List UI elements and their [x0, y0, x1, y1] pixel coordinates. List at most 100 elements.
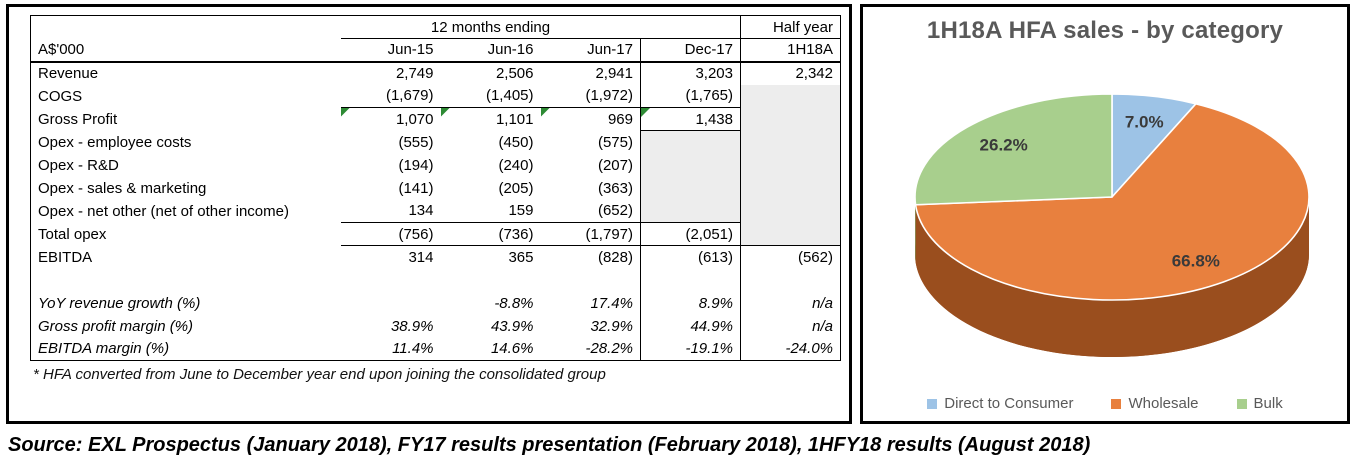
- cell-value: (736): [498, 225, 534, 243]
- cell-value: 32.9%: [590, 317, 633, 335]
- table-cell: [740, 222, 841, 246]
- pie-side-wall: [915, 197, 916, 262]
- table-cell: 2,941: [541, 62, 641, 85]
- cell-value: 969: [607, 110, 633, 128]
- table-cell: [740, 84, 841, 108]
- row-label: Opex - net other (net of other income): [38, 202, 289, 220]
- legend-item: Bulk: [1236, 395, 1283, 412]
- table-cell: (828): [541, 246, 641, 269]
- cell-value: 2,506: [495, 65, 534, 82]
- table-cell: 2,506: [441, 62, 541, 85]
- cell-value: 159: [508, 202, 534, 220]
- legend-item: Wholesale: [1111, 395, 1199, 412]
- table-cell: 969: [540, 108, 641, 131]
- table-cell: (1,405): [440, 84, 541, 108]
- table-cell: 1,438: [640, 107, 741, 131]
- cell-value: (207): [597, 156, 633, 174]
- row-label: Total opex: [38, 225, 107, 243]
- cell-value: 44.9%: [690, 317, 733, 335]
- cell-value: (652): [597, 202, 633, 220]
- row-label: Opex - employee costs: [38, 133, 192, 151]
- pie-slice: [914, 93, 1113, 206]
- empty-cell: [640, 15, 741, 39]
- col-header-jun15: Jun-15: [340, 38, 441, 63]
- table-row-opex-sm: Opex - sales & marketing (141) (205) (363): [31, 176, 841, 200]
- cell-value: n/a: [812, 317, 833, 335]
- table-cell: [740, 130, 841, 154]
- pie-side-wall: [915, 197, 1309, 358]
- table-cell: (240): [441, 154, 541, 177]
- cell-value: -28.2%: [585, 340, 633, 358]
- chart-legend: Direct to Consumer Wholesale Bulk: [863, 395, 1347, 412]
- row-label: Opex - sales & marketing: [38, 179, 207, 197]
- table-row-gross-profit: Gross Profit 1,070 1,101 969 1,438: [31, 107, 841, 131]
- table-row-opex-rd: Opex - R&D (194) (240) (207): [31, 153, 841, 177]
- table-cell: (652): [540, 199, 641, 223]
- cell-value: 134: [408, 202, 434, 220]
- cell-value: 365: [508, 248, 534, 266]
- cell-value: (1,765): [685, 87, 733, 105]
- table-cell: (1,765): [640, 84, 741, 108]
- table-cell: [740, 199, 841, 223]
- row-label: [31, 269, 341, 292]
- table-cell: (736): [440, 222, 541, 246]
- row-label: Opex - R&D: [38, 156, 119, 174]
- table-cell: (562): [740, 245, 841, 269]
- table-cell: (363): [541, 177, 641, 200]
- table-cell: (575): [541, 131, 641, 154]
- cell-value: 3,203: [695, 65, 733, 82]
- table-cell: -24.0%: [740, 337, 841, 361]
- cell-value: -24.0%: [785, 340, 833, 358]
- table-cell: (756): [340, 222, 441, 246]
- period-header: 12 months ending: [340, 15, 641, 39]
- table-cell: [640, 176, 741, 200]
- table-row-ebitda: EBITDA 314 365 (828) (613) (562): [31, 245, 841, 269]
- pie-chart: 7.0% 66.8% 26.2%: [914, 93, 1310, 358]
- cell-value: -19.1%: [685, 340, 733, 358]
- cell-value: 314: [408, 248, 434, 266]
- legend-item: Direct to Consumer: [927, 395, 1073, 412]
- table-row-spacer: [31, 268, 841, 292]
- legend-swatch-icon: [927, 398, 938, 409]
- table-cell: 44.9%: [640, 314, 741, 338]
- table-cell: (1,679): [340, 84, 441, 108]
- table-cell: 1,101: [440, 108, 541, 131]
- table-cell: 3,203: [640, 61, 741, 85]
- table-cell: (613): [640, 245, 741, 269]
- table-cell: (2,051): [640, 222, 741, 246]
- row-label: Gross profit margin (%): [38, 317, 194, 335]
- table-cell: [740, 268, 841, 292]
- table-cell: [640, 153, 741, 177]
- cell-value: 38.9%: [390, 317, 434, 335]
- table-row-ebitda-margin: EBITDA margin (%) 11.4% 14.6% -28.2% -19.1% -…: [31, 337, 841, 361]
- cell-value: 11.4%: [392, 340, 434, 358]
- table-cell: -8.8%: [441, 292, 541, 315]
- chart-title: 1H18A HFA sales - by category: [926, 17, 1284, 44]
- table-row-opex-employee: Opex - employee costs (555) (450) (575): [31, 130, 841, 154]
- row-label: Gross Profit: [38, 110, 118, 128]
- green-flag-icon: [641, 108, 650, 117]
- table-cell: (207): [541, 154, 641, 177]
- cell-value: 2,342: [795, 65, 833, 82]
- table-cell: 134: [340, 199, 441, 223]
- table-cell: (450): [441, 131, 541, 154]
- row-label: Revenue: [38, 65, 99, 82]
- cell-value: (756): [398, 225, 434, 243]
- financials-table-panel: 12 months ending Half year A$'000 Jun-15…: [6, 4, 852, 424]
- unit-label: A$'000: [30, 38, 341, 63]
- cell-value: (450): [498, 133, 534, 151]
- col-header-1h18a: 1H18A: [740, 38, 841, 63]
- table-cell: n/a: [740, 314, 841, 338]
- col-header-jun17: Jun-17: [540, 38, 641, 63]
- table-cell: [441, 269, 541, 292]
- cell-value: (555): [398, 133, 434, 151]
- row-label: EBITDA: [38, 248, 93, 266]
- cell-value: 1,438: [695, 110, 733, 128]
- table-cell: [740, 107, 841, 131]
- table-cell: [640, 268, 741, 292]
- table-cell: -19.1%: [640, 337, 741, 361]
- pie-data-label: 66.8%: [1172, 252, 1220, 271]
- cell-value: (1,679): [385, 87, 434, 105]
- cell-value: (205): [498, 179, 534, 197]
- cell-value: 17.4%: [590, 294, 633, 312]
